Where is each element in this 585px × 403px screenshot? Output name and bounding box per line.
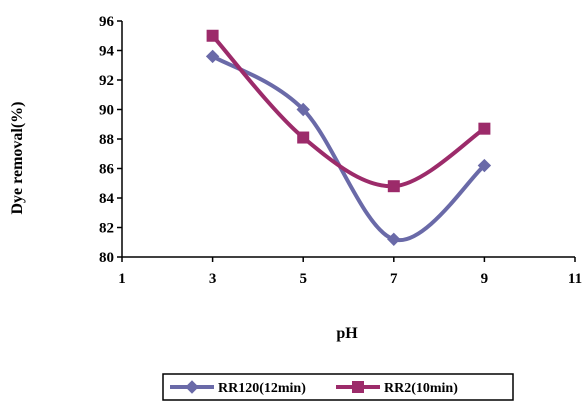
y-tick-label: 86	[99, 162, 115, 178]
legend-marker	[352, 381, 364, 393]
series-1	[205, 49, 492, 247]
series-line	[211, 34, 486, 189]
y-tick-label: 92	[99, 73, 114, 89]
series-layer	[205, 29, 492, 247]
x-tick-label: 3	[209, 271, 217, 287]
x-tick-label: 5	[299, 271, 307, 287]
data-point	[478, 122, 491, 135]
legend-entry: RR2(10min)	[336, 381, 458, 396]
series-line	[211, 54, 486, 243]
y-tick-label: 80	[99, 250, 114, 266]
data-point	[387, 232, 401, 247]
legend-label: RR120(12min)	[218, 381, 306, 396]
x-axis-label: pH	[336, 325, 358, 342]
data-point	[297, 131, 310, 144]
series-2	[206, 29, 491, 193]
data-point	[477, 158, 492, 173]
x-tick-label: 7	[390, 271, 398, 287]
x-tick-label: 11	[568, 271, 582, 287]
y-tick-label: 82	[99, 221, 114, 237]
data-point	[205, 49, 220, 64]
data-point	[206, 29, 219, 42]
y-ticks: 80 82 84 86 88 90 92 94 96	[99, 14, 122, 266]
legend-marker	[185, 380, 199, 394]
legend-items: RR120(12min) RR2(10min)	[170, 380, 458, 396]
x-tick-label: 9	[481, 271, 489, 287]
x-ticks: 1 3 5 7 9 11	[118, 257, 582, 287]
data-point	[387, 180, 400, 193]
y-tick-label: 96	[99, 14, 115, 30]
plot-area: 80 82 84 86 88 90 92 94 96 1 3 5 7 9 11	[99, 14, 582, 287]
y-tick-label: 90	[99, 103, 114, 119]
legend: RR120(12min) RR2(10min)	[162, 373, 514, 401]
legend-entry: RR120(12min)	[170, 380, 306, 396]
legend-label: RR2(10min)	[384, 381, 458, 396]
y-axis-label: Dye removal(%)	[9, 102, 26, 215]
data-point	[296, 102, 310, 117]
x-tick-label: 1	[118, 271, 126, 287]
y-tick-label: 84	[99, 191, 115, 207]
y-tick-label: 88	[99, 132, 114, 148]
y-tick-label: 94	[99, 44, 115, 60]
